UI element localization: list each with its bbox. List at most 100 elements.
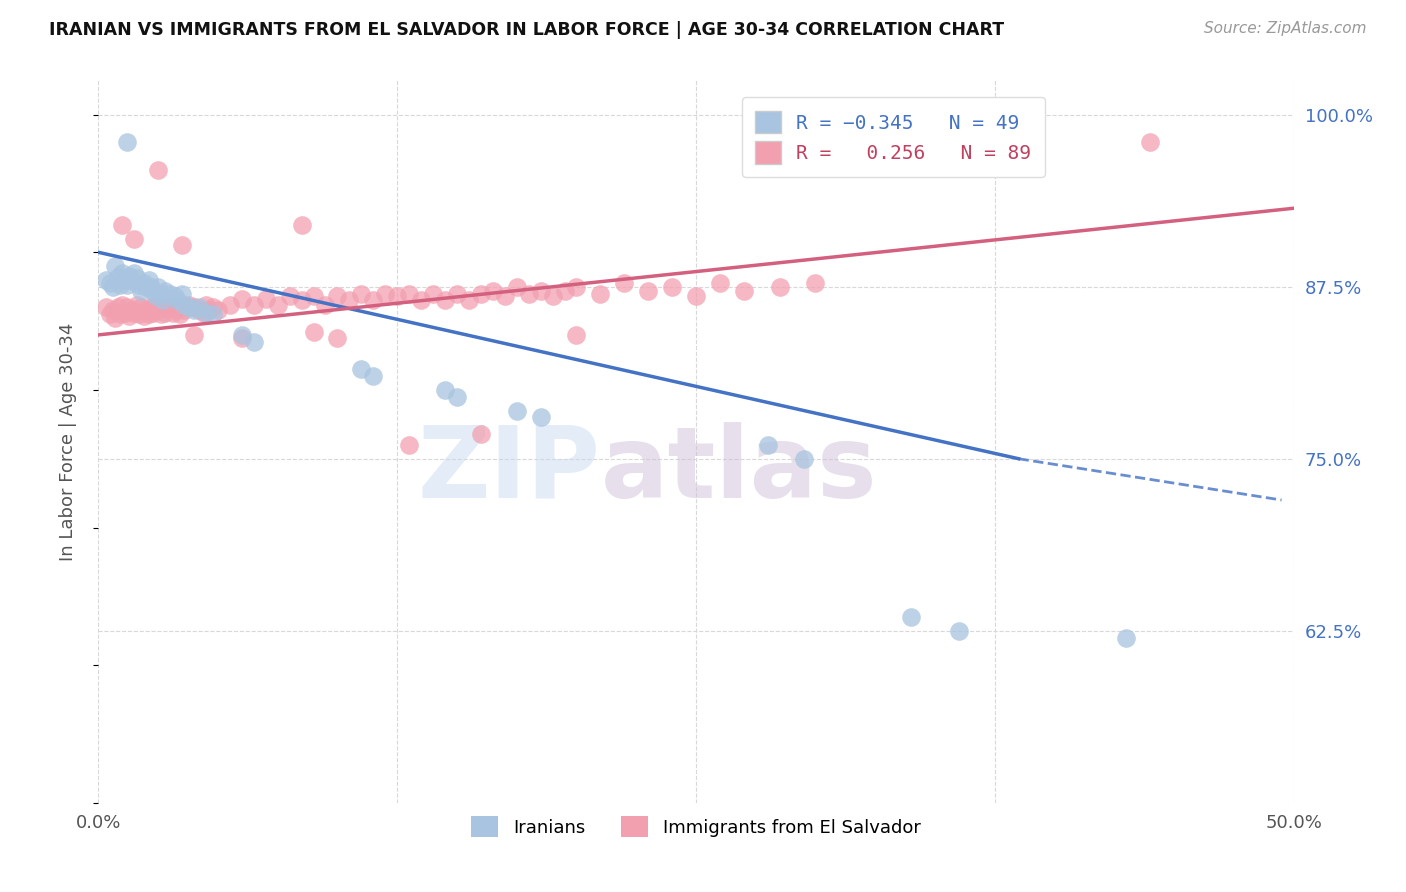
Point [121,303,143,318]
Point [506,279,529,293]
Point [172,238,194,252]
Point [111,297,134,311]
Point [756,438,779,452]
Point [197,303,219,318]
Point [804,276,827,290]
Point [173,303,195,318]
Point [183,303,205,318]
Point [202,307,225,321]
Point [118,309,141,323]
Point [363,293,385,308]
Point [481,284,505,298]
Point [446,286,468,301]
Text: Source: ZipAtlas.com: Source: ZipAtlas.com [1204,21,1367,36]
Point [172,286,194,301]
Point [470,427,492,442]
Point [530,284,553,298]
Point [159,297,181,311]
Point [163,301,186,315]
Text: atlas: atlas [600,422,877,519]
Point [148,162,170,177]
Point [145,289,167,303]
Point [183,327,205,342]
Point [124,266,146,280]
Point [1115,631,1137,645]
Point [94,273,117,287]
Point [121,274,143,288]
Point [108,278,131,293]
Point [411,293,433,308]
Point [104,311,127,326]
Text: ZIP: ZIP [418,422,600,519]
Point [183,301,205,315]
Point [350,362,373,376]
Point [637,284,659,298]
Point [374,286,396,301]
Point [108,307,131,321]
Point [685,289,707,303]
Point [363,369,385,384]
Y-axis label: In Labor Force | Age 30-34: In Labor Force | Age 30-34 [59,322,77,561]
Point [162,306,184,320]
Point [169,307,191,321]
Point [114,273,136,287]
Point [613,276,636,290]
Point [302,289,325,303]
Point [948,624,970,638]
Point [135,303,157,318]
Point [124,231,146,245]
Point [243,334,266,349]
Point [291,293,314,308]
Point [115,278,138,293]
Point [506,403,529,417]
Point [142,284,165,298]
Point [148,279,170,293]
Point [124,306,146,320]
Point [446,390,468,404]
Point [385,289,409,303]
Point [139,279,162,293]
Point [135,279,157,293]
Point [530,410,553,425]
Point [291,218,314,232]
Point [302,325,325,339]
Point [94,301,117,315]
Point [541,289,564,303]
Point [155,284,177,298]
Point [131,301,153,315]
Point [152,301,174,315]
Point [138,307,160,321]
Point [107,301,129,315]
Point [231,292,253,306]
Point [101,303,124,318]
Point [98,276,122,290]
Point [179,301,201,315]
Point [207,303,229,318]
Point [128,307,150,321]
Point [152,293,174,308]
Point [202,301,225,315]
Point [517,286,540,301]
Point [187,303,209,318]
Point [661,279,683,293]
Point [101,279,124,293]
Point [193,306,215,320]
Text: IRANIAN VS IMMIGRANTS FROM EL SALVADOR IN LABOR FORCE | AGE 30-34 CORRELATION CH: IRANIAN VS IMMIGRANTS FROM EL SALVADOR I… [49,21,1004,38]
Point [398,286,420,301]
Point [709,276,731,290]
Point [139,301,162,315]
Point [315,297,337,311]
Point [125,297,148,311]
Point [231,327,253,342]
Point [267,297,290,311]
Point [326,331,349,345]
Point [494,289,516,303]
Point [166,293,188,308]
Point [111,266,134,280]
Point [326,289,349,303]
Point [131,284,153,298]
Point [339,293,361,308]
Point [398,438,420,452]
Point [589,286,612,301]
Point [173,297,195,311]
